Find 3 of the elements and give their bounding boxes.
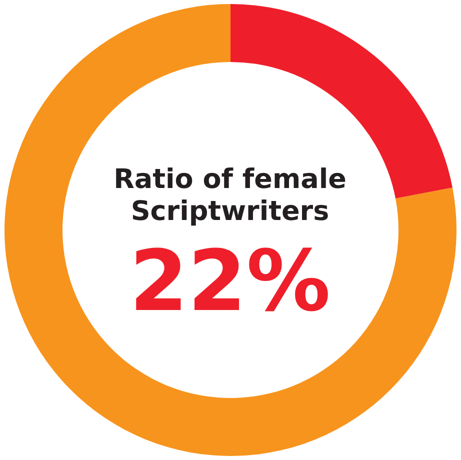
text: Ratio of female Scriptwriters [114, 164, 346, 227]
donut-slice [4, 4, 456, 456]
text: 22% [129, 232, 331, 330]
